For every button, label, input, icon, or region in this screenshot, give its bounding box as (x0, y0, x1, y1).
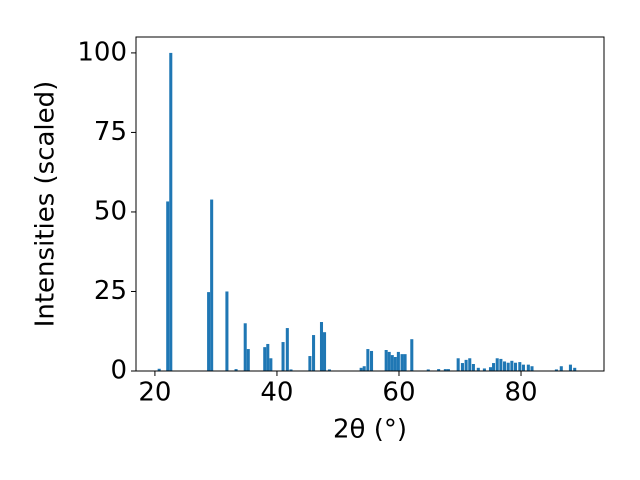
bar (281, 342, 285, 371)
x-tick-label: 80 (504, 378, 537, 408)
bar (482, 368, 486, 371)
bar (468, 358, 472, 371)
bar (312, 335, 316, 371)
bar (362, 366, 366, 371)
bar (387, 351, 391, 371)
bar (488, 367, 493, 371)
plot-frame (135, 36, 605, 372)
bar (319, 322, 324, 371)
bar (403, 354, 407, 371)
bar (243, 323, 247, 371)
bar (210, 199, 214, 371)
bar (263, 347, 267, 371)
bar (285, 328, 289, 371)
bar (157, 368, 161, 371)
bar (437, 369, 441, 371)
bar (327, 369, 331, 371)
x-tick-label: 40 (260, 378, 293, 408)
bar (225, 291, 229, 371)
bar (446, 369, 450, 371)
bar (526, 364, 530, 371)
bar (166, 201, 170, 371)
bar (521, 364, 525, 371)
bar (518, 362, 522, 371)
y-tick-label: 75 (94, 117, 127, 147)
bar (366, 349, 370, 371)
y-tick-label: 0 (110, 356, 127, 386)
bar (400, 354, 404, 371)
x-tick-label: 60 (382, 378, 415, 408)
bar (269, 358, 273, 371)
bar (384, 350, 388, 371)
bar (359, 367, 363, 371)
bar (530, 366, 534, 371)
y-tick-label: 50 (94, 196, 127, 226)
bar (410, 339, 414, 371)
bar (568, 364, 572, 371)
bar (460, 363, 464, 371)
bar (503, 361, 507, 371)
bar (456, 358, 460, 371)
bar (495, 358, 499, 371)
y-tick-label: 100 (77, 37, 127, 67)
bar (471, 364, 475, 371)
bar (246, 349, 250, 371)
bar (207, 292, 211, 371)
bar (234, 369, 238, 371)
y-axis-label: Intensities (scaled) (31, 81, 61, 328)
bar (390, 355, 394, 371)
bar (323, 332, 327, 371)
x-axis-label: 2θ (°) (333, 415, 407, 445)
bar (476, 367, 480, 371)
bar (443, 369, 447, 371)
bar (514, 362, 518, 371)
bar (492, 363, 496, 371)
y-tick-label: 25 (94, 276, 127, 306)
bar (464, 359, 468, 371)
bar (396, 351, 400, 371)
bar (510, 360, 514, 371)
bar (169, 52, 173, 372)
bar (426, 369, 430, 371)
bar (393, 357, 397, 371)
bar (499, 358, 503, 371)
bar (506, 362, 510, 371)
bar (308, 356, 312, 371)
bar (266, 343, 270, 371)
x-tick-label: 20 (138, 378, 171, 408)
bar (289, 369, 293, 371)
bar (370, 350, 374, 371)
bar (554, 369, 558, 371)
bar (559, 366, 563, 371)
bar (573, 367, 577, 371)
